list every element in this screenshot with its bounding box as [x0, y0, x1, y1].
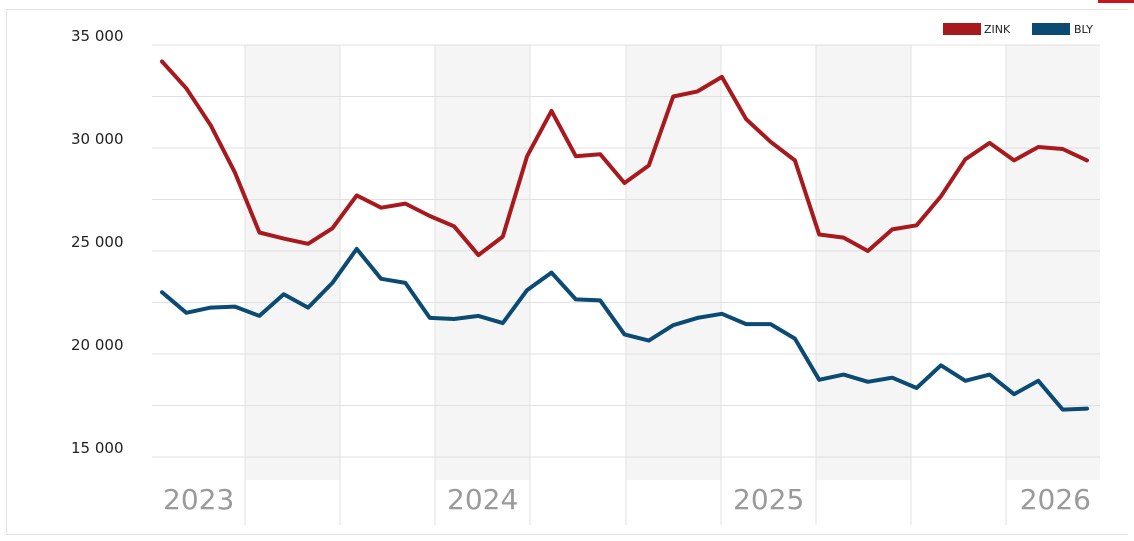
vertical-gridlines — [244, 45, 1007, 525]
shaded-band — [245, 45, 340, 480]
x-tick-label: 2026 — [1020, 483, 1091, 516]
legend-label: ZINK — [984, 23, 1011, 36]
series-lines — [160, 59, 1089, 412]
legend-swatch — [943, 23, 981, 35]
x-axis-ticks: 2023 2024 2025 2026 — [163, 483, 1091, 516]
legend-swatch — [1032, 23, 1070, 35]
y-axis-ticks: 35 000 30 000 25 000 20 000 15 000 — [71, 27, 124, 457]
series-line-bly — [160, 246, 1089, 412]
shaded-band — [816, 45, 911, 480]
y-tick-label: 15 000 — [71, 439, 124, 457]
y-tick-label: 20 000 — [71, 336, 124, 354]
chart-frame — [6, 9, 1128, 535]
shaded-band — [626, 45, 721, 480]
y-tick-label: 25 000 — [71, 233, 124, 251]
x-tick-label: 2025 — [733, 483, 804, 516]
y-tick-label: 35 000 — [71, 27, 124, 45]
series-line-zink — [160, 59, 1089, 258]
year-bands — [245, 45, 1100, 480]
x-tick-label: 2023 — [163, 483, 234, 516]
shaded-band — [435, 45, 530, 480]
legend-label: BLY — [1074, 23, 1093, 36]
legend: ZINK BLY — [943, 23, 1093, 36]
shaded-band — [1006, 45, 1100, 480]
horizontal-gridlines — [152, 44, 1100, 458]
y-tick-label: 30 000 — [71, 130, 124, 148]
accent-bar — [1098, 0, 1134, 3]
x-tick-label: 2024 — [447, 483, 518, 516]
